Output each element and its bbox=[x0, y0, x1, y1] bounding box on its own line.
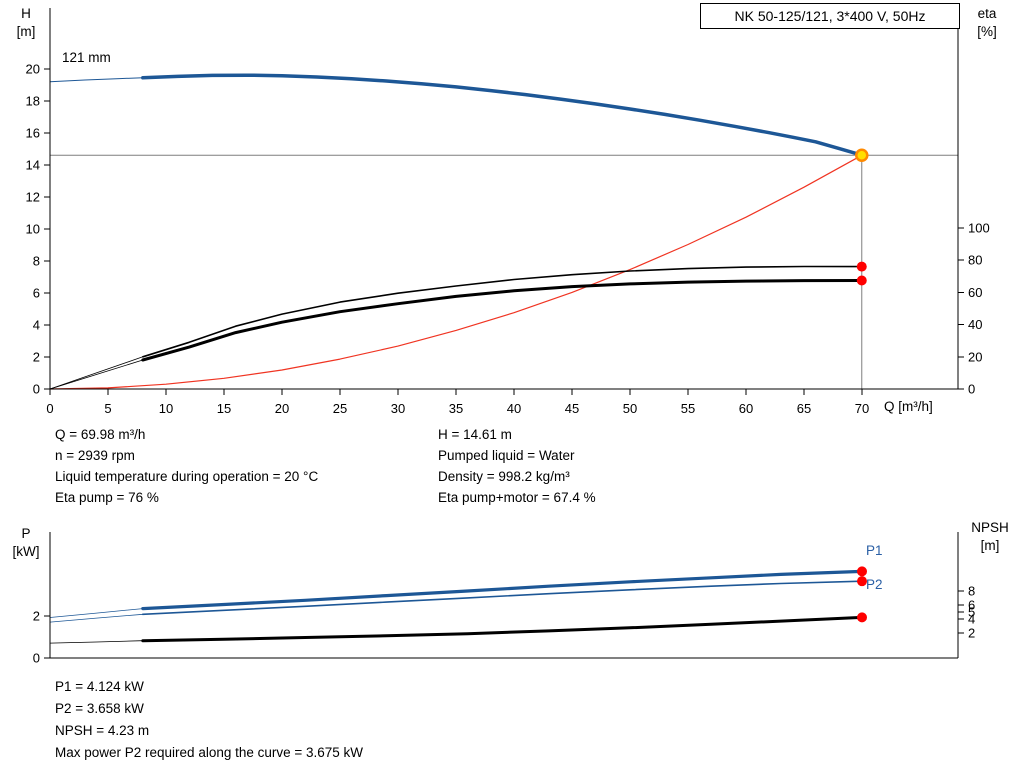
p1-curve-label: P1 bbox=[866, 543, 883, 558]
info-speed: n = 2939 rpm bbox=[55, 448, 135, 463]
info-eta-pump-motor: Eta pump+motor = 67.4 % bbox=[438, 490, 596, 505]
y-left-tick-label: 0 bbox=[33, 382, 40, 397]
eta-pump-point bbox=[856, 261, 867, 272]
eta-axis-title: eta [%] bbox=[962, 5, 1012, 41]
pump-title-box: NK 50-125/121, 3*400 V, 50Hz bbox=[700, 3, 960, 29]
x-tick-label: 25 bbox=[333, 401, 347, 416]
p1-curve-leadin bbox=[49, 608, 144, 618]
npsh-point bbox=[857, 612, 867, 623]
x-tick-label: 65 bbox=[797, 401, 811, 416]
y-right-tick-label: 4 bbox=[968, 612, 975, 627]
qh-curve bbox=[141, 73, 864, 157]
x-tick-label: 30 bbox=[391, 401, 405, 416]
y-left-tick-label: 8 bbox=[33, 254, 40, 269]
duty-point[interactable] bbox=[855, 148, 869, 162]
npsh-axis-symbol: NPSH bbox=[971, 520, 1009, 535]
h-axis-symbol: H bbox=[21, 6, 31, 21]
y-left-tick-label: 12 bbox=[26, 190, 40, 205]
result-p2: P2 = 3.658 kW bbox=[55, 701, 144, 716]
eta-pump-motor-point bbox=[856, 275, 867, 286]
npsh-curve-leadin bbox=[49, 640, 144, 644]
info-q: Q = 69.98 m³/h bbox=[55, 427, 146, 442]
result-npsh: NPSH = 4.23 m bbox=[55, 723, 150, 738]
p1-point bbox=[857, 566, 867, 577]
result-p1: P1 = 4.124 kW bbox=[55, 679, 144, 694]
p2-curve-label: P2 bbox=[866, 577, 883, 592]
y-right-tick-label: 100 bbox=[968, 221, 990, 236]
p2-point bbox=[857, 576, 867, 587]
y-right-tick-label: 40 bbox=[968, 317, 982, 332]
p2-curve bbox=[142, 580, 863, 616]
npsh-axis-unit: [m] bbox=[980, 538, 1000, 553]
info-eta-pump: Eta pump = 76 % bbox=[55, 490, 159, 505]
x-tick-label: 20 bbox=[275, 401, 289, 416]
npsh-curve bbox=[141, 615, 864, 643]
x-tick-label: 45 bbox=[565, 401, 579, 416]
impeller-diameter-label: 121 mm bbox=[62, 50, 111, 65]
y-left-tick-label: 18 bbox=[26, 94, 40, 109]
info-density: Density = 998.2 kg/m³ bbox=[438, 469, 570, 484]
x-tick-label: 55 bbox=[681, 401, 695, 416]
p1-curve bbox=[141, 569, 864, 611]
y-right-tick-label: 5 bbox=[968, 605, 975, 620]
h-axis-title: H [m] bbox=[4, 5, 48, 41]
result-max-power: Max power P2 required along the curve = … bbox=[55, 745, 364, 760]
y-right-tick-label: 2 bbox=[968, 626, 975, 641]
eta-axis-unit: [%] bbox=[977, 24, 997, 39]
duty-info-left: Q = 69.98 m³/h n = 2939 rpm Liquid tempe… bbox=[55, 424, 318, 508]
p2-curve-leadin bbox=[49, 613, 144, 623]
x-tick-label: 70 bbox=[855, 401, 869, 416]
eta-axis-symbol: eta bbox=[977, 6, 997, 21]
y-left-tick-label: 0 bbox=[33, 651, 40, 666]
duty-info-right: H = 14.61 m Pumped liquid = Water Densit… bbox=[438, 424, 596, 508]
y-left-tick-label: 16 bbox=[26, 126, 40, 141]
npsh-axis-title: NPSH [m] bbox=[960, 519, 1020, 555]
x-tick-label: 0 bbox=[46, 401, 53, 416]
h-axis-unit: [m] bbox=[16, 24, 36, 39]
y-right-tick-label: 0 bbox=[968, 382, 975, 397]
y-right-tick-label: 8 bbox=[968, 584, 975, 599]
x-tick-label: 10 bbox=[159, 401, 173, 416]
y-right-tick-label: 80 bbox=[968, 253, 982, 268]
y-left-tick-label: 6 bbox=[33, 286, 40, 301]
p-axis-unit: [kW] bbox=[12, 544, 40, 559]
y-left-tick-label: 4 bbox=[33, 318, 40, 333]
y-right-tick-label: 60 bbox=[968, 285, 982, 300]
q-axis-label: Q [m³/h] bbox=[884, 399, 933, 414]
y-right-tick-label: 20 bbox=[968, 349, 982, 364]
x-tick-label: 40 bbox=[507, 401, 521, 416]
eta-pump-motor-leadin bbox=[49, 359, 144, 390]
y-left-tick-label: 2 bbox=[33, 350, 40, 365]
p-axis-title: P [kW] bbox=[4, 525, 48, 561]
x-tick-label: 60 bbox=[739, 401, 753, 416]
x-tick-label: 50 bbox=[623, 401, 637, 416]
eta-pump-leadin bbox=[49, 356, 144, 390]
p-axis-symbol: P bbox=[21, 526, 31, 541]
x-tick-label: 35 bbox=[449, 401, 463, 416]
results-block: P1 = 4.124 kW P2 = 3.658 kW NPSH = 4.23 … bbox=[55, 676, 363, 764]
y-left-tick-label: 10 bbox=[26, 222, 40, 237]
y-left-tick-label: 20 bbox=[26, 62, 40, 77]
y-left-tick-label: 14 bbox=[26, 158, 40, 173]
x-tick-label: 5 bbox=[104, 401, 111, 416]
eta-pump-motor-curve bbox=[141, 279, 864, 362]
info-h: H = 14.61 m bbox=[438, 427, 512, 442]
info-pumped-liquid: Pumped liquid = Water bbox=[438, 448, 575, 463]
eta-pump-curve bbox=[142, 265, 863, 358]
info-liquid-temp: Liquid temperature during operation = 20… bbox=[55, 469, 319, 484]
y-right-tick-label: 6 bbox=[968, 598, 975, 613]
qh-curve-leadin bbox=[49, 77, 144, 83]
x-tick-label: 15 bbox=[217, 401, 231, 416]
y-left-tick-label: 2 bbox=[33, 609, 40, 624]
system-curve bbox=[49, 154, 863, 390]
